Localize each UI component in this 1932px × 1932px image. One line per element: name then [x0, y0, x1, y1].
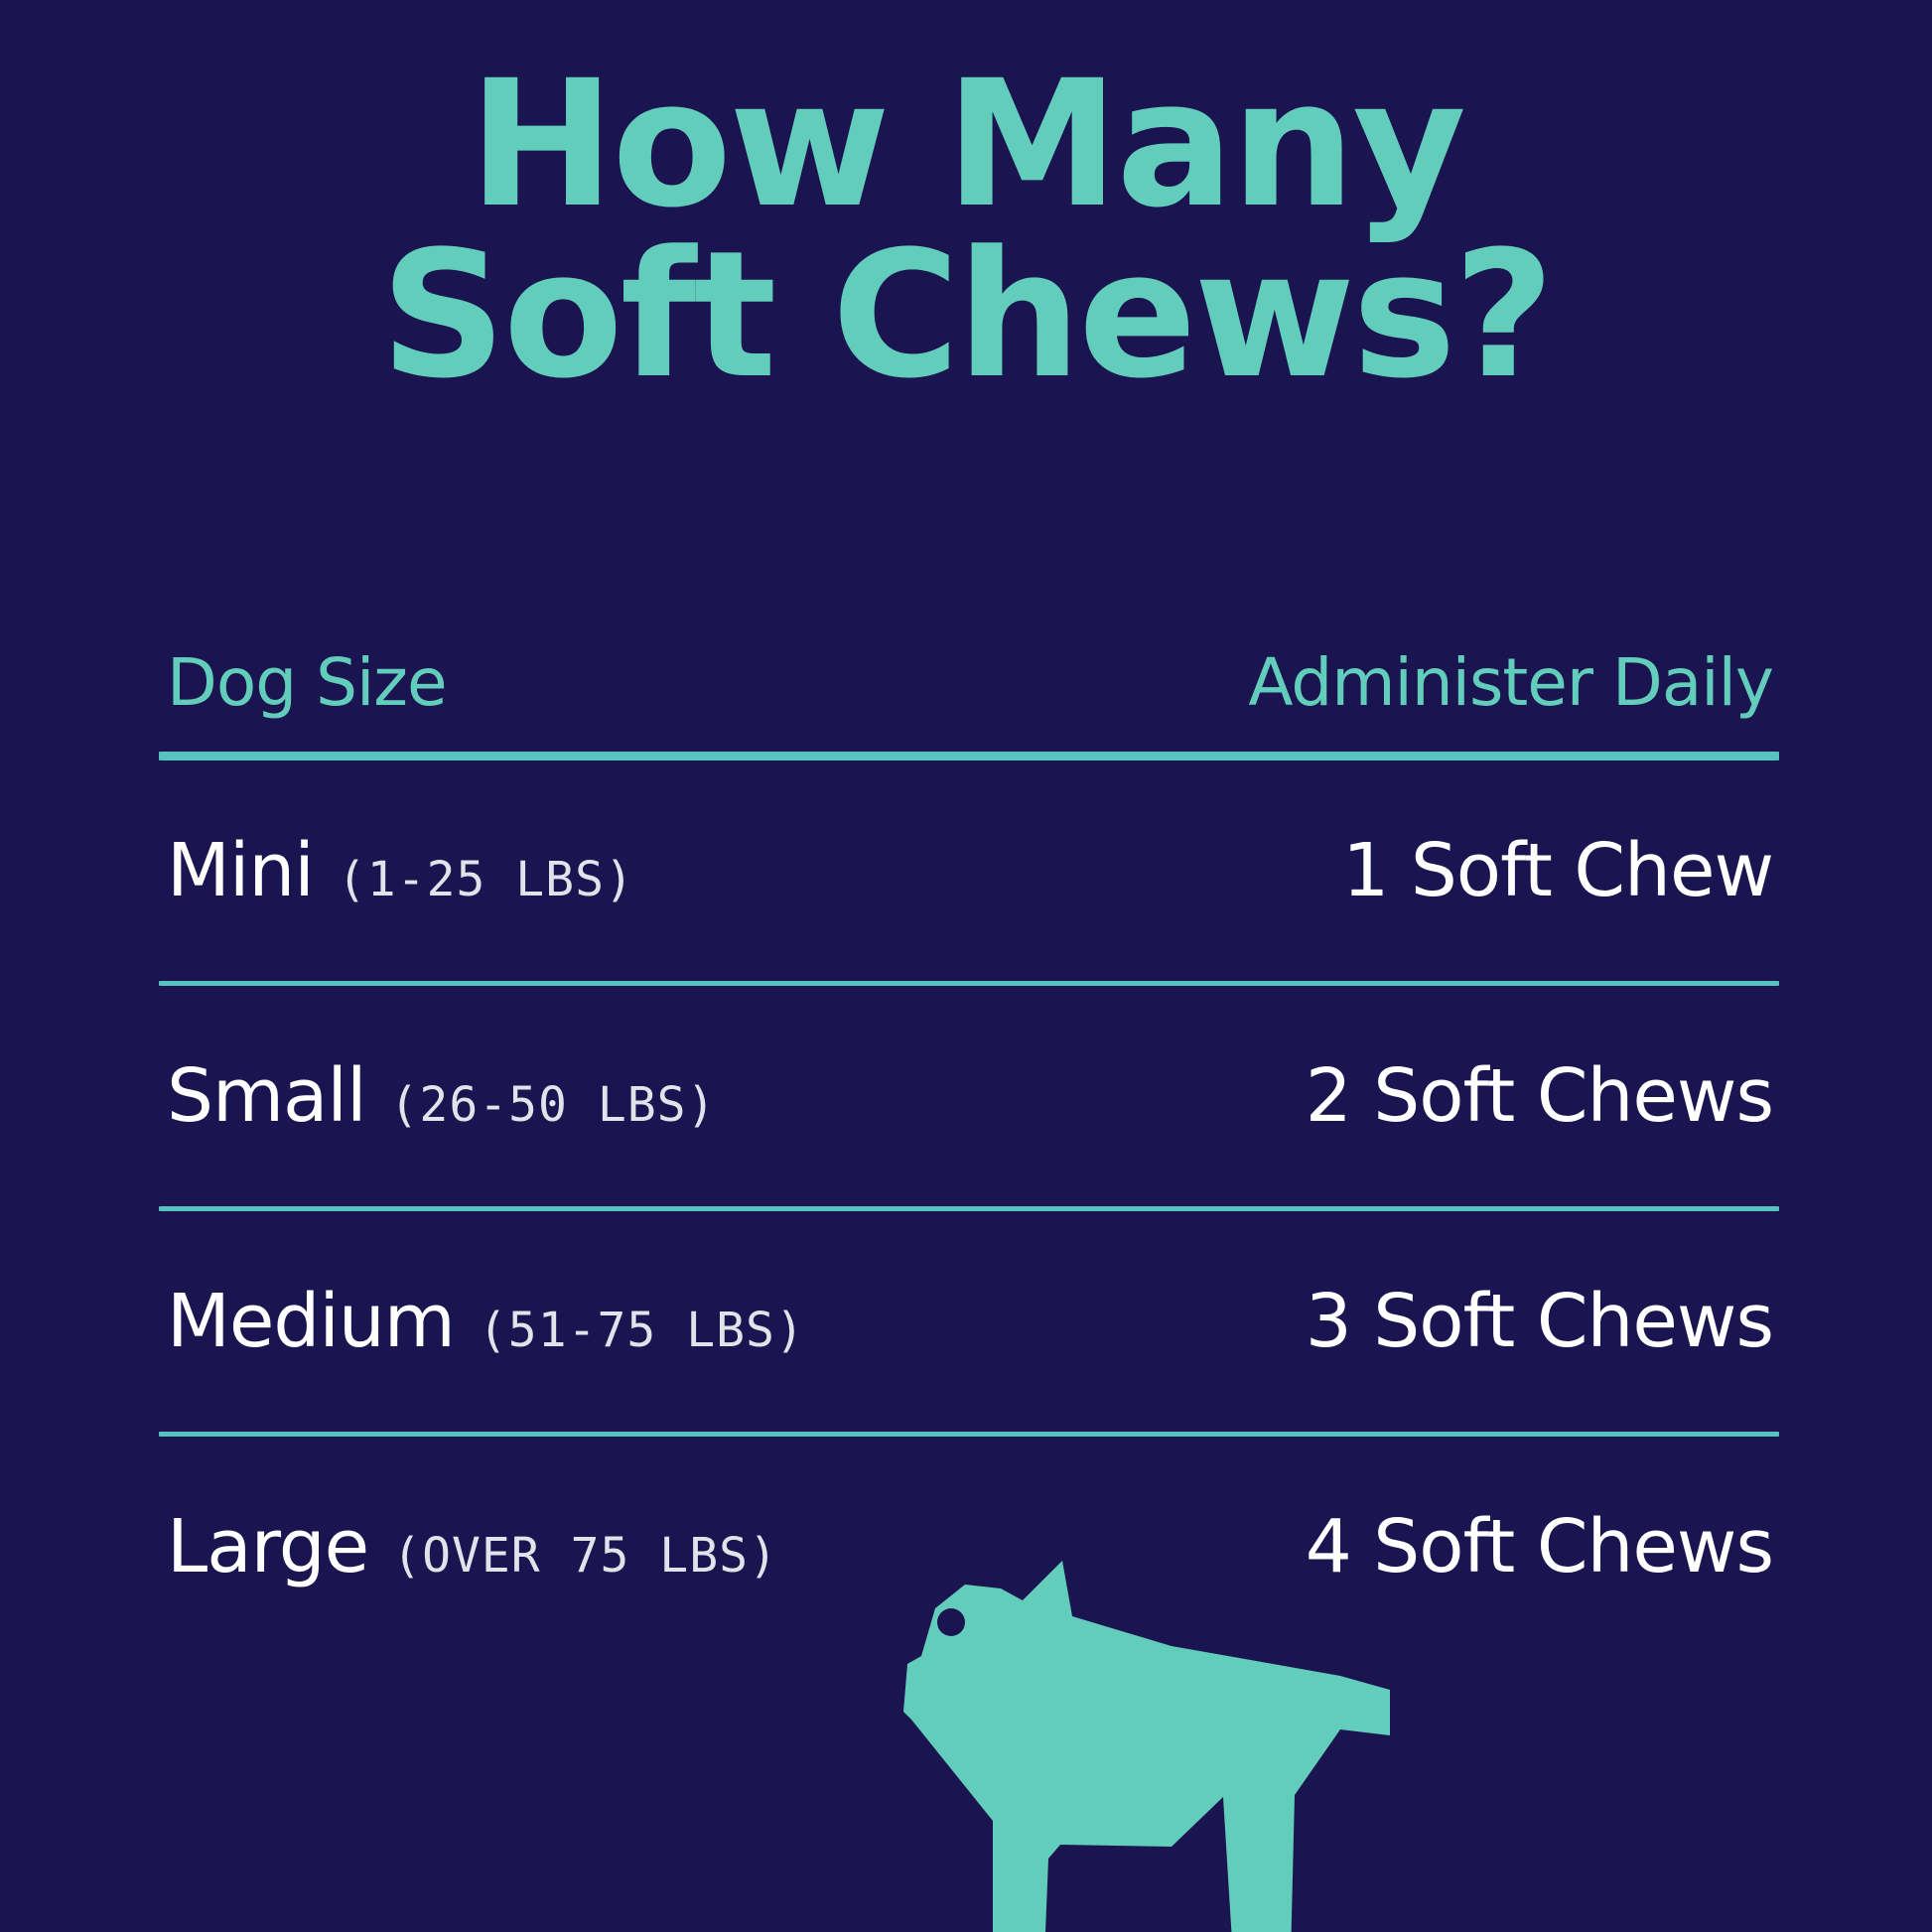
row-divider: [159, 1432, 1779, 1437]
table-row: Large (OVER 75 LBS) 4 Soft Chews: [159, 1437, 1779, 1657]
dog-weight-range: (51-75 LBS): [478, 1303, 805, 1358]
dose-cell: 3 Soft Chews: [1305, 1279, 1774, 1364]
dog-size-cell: Mini (1-25 LBS): [167, 760, 634, 907]
page-title: How Many Soft Chews?: [0, 43, 1932, 418]
row-divider: [159, 981, 1779, 986]
dose-cell: 1 Soft Chew: [1342, 828, 1774, 913]
table-header-row: Dog Size Administer Daily: [159, 650, 1779, 716]
dog-size-label: Medium: [167, 1279, 456, 1364]
dog-weight-range: (26-50 LBS): [389, 1077, 717, 1133]
dog-weight-range: (1-25 LBS): [337, 852, 634, 907]
table-header-divider: [159, 752, 1779, 760]
dog-size-cell: Small (26-50 LBS): [167, 986, 716, 1133]
dosing-table: Dog Size Administer Daily Mini (1-25 LBS…: [159, 650, 1779, 1657]
dose-cell: 4 Soft Chews: [1305, 1504, 1774, 1589]
dog-size-label: Mini: [167, 828, 315, 913]
table-row: Medium (51-75 LBS) 3 Soft Chews: [159, 1211, 1779, 1432]
dog-size-label: Large: [167, 1504, 369, 1589]
row-divider: [159, 1206, 1779, 1211]
column-header-dog-size: Dog Size: [167, 644, 448, 721]
column-header-administer-daily: Administer Daily: [1248, 644, 1774, 721]
dog-weight-range: (OVER 75 LBS): [392, 1528, 778, 1584]
dog-size-label: Small: [167, 1053, 367, 1139]
table-row: Mini (1-25 LBS) 1 Soft Chew: [159, 760, 1779, 981]
table-row: Small (26-50 LBS) 2 Soft Chews: [159, 986, 1779, 1206]
dog-size-cell: Medium (51-75 LBS): [167, 1211, 805, 1358]
dose-cell: 2 Soft Chews: [1305, 1053, 1774, 1139]
dog-size-cell: Large (OVER 75 LBS): [167, 1437, 778, 1584]
page-title-line-1: How Many: [468, 43, 1466, 246]
page-title-line-2: Soft Chews?: [380, 213, 1555, 418]
